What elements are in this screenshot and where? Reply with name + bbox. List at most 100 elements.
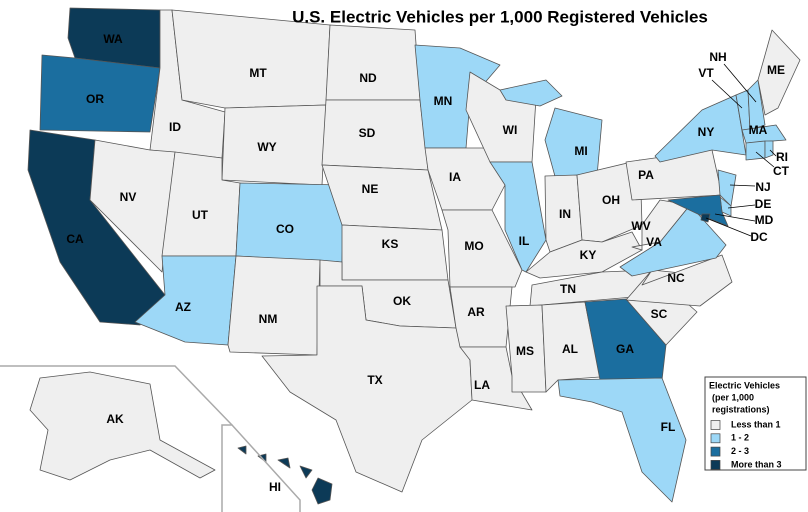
state-label: DE	[755, 197, 772, 211]
states	[27, 7, 801, 505]
state-label: DC	[750, 230, 768, 244]
state-label: AL	[562, 342, 578, 356]
legend: Electric Vehicles (per 1,000 registrations…	[709, 380, 782, 470]
state-shape	[525, 231, 643, 279]
state-shape	[584, 298, 667, 381]
state-label: OH	[602, 193, 620, 207]
state-label: CA	[66, 232, 84, 246]
state-label: NM	[259, 312, 278, 326]
state-label: HI	[269, 480, 281, 494]
state-label: NV	[120, 190, 137, 204]
state-label: CO	[276, 222, 294, 236]
legend-label: 1 - 2	[731, 433, 749, 443]
state-label: IA	[449, 170, 461, 184]
state-shape	[277, 457, 291, 469]
legend-swatch	[710, 460, 721, 470]
state-label: ME	[767, 63, 785, 77]
leader-line	[711, 79, 743, 109]
legend-title: (per 1,000	[712, 392, 754, 402]
state-label: UT	[192, 208, 209, 222]
state-label: VT	[698, 66, 714, 80]
leader-line	[705, 217, 752, 237]
state-shape	[764, 140, 774, 159]
state-label: WV	[631, 219, 650, 233]
state-shape	[757, 29, 801, 116]
state-shape	[489, 161, 547, 273]
state-shape	[311, 477, 333, 505]
legend-swatch	[710, 420, 721, 430]
state-label: KY	[580, 248, 597, 262]
state-label: WA	[103, 32, 123, 46]
state-shape	[631, 199, 691, 251]
state-label: MI	[574, 144, 587, 158]
state-label: PA	[638, 168, 654, 182]
state-shape	[541, 301, 601, 393]
state-label: MO	[464, 239, 483, 253]
state-label: SD	[359, 126, 376, 140]
state-shape	[261, 285, 473, 493]
state-label: GA	[616, 342, 634, 356]
state-label: NH	[709, 50, 726, 64]
leader-line	[769, 149, 777, 157]
leader-line	[755, 151, 775, 168]
state-label: MD	[755, 213, 774, 227]
state-label: LA	[474, 378, 490, 392]
state-shape	[29, 371, 216, 481]
state-shape	[505, 304, 547, 393]
legend-title: Electric Vehicles	[709, 380, 780, 390]
state-shape	[299, 465, 313, 479]
state-label: KS	[382, 237, 399, 251]
leader-line	[714, 213, 756, 222]
state-label: IL	[519, 234, 530, 248]
state-labels: WA OR CA ID NV MT WY UT CO AZ NM ND SD NE KS OK TX MN IA MO…	[66, 32, 789, 494]
state-label: NE	[362, 182, 379, 196]
legend-label: More than 3	[731, 459, 782, 469]
state-label: MT	[249, 66, 267, 80]
leader-line	[727, 204, 756, 209]
state-label: AZ	[175, 300, 191, 314]
state-shape	[499, 79, 563, 107]
state-shape	[459, 346, 533, 411]
state-label: ND	[359, 71, 377, 85]
legend-label: 2 - 3	[731, 446, 749, 456]
leader-line	[723, 63, 757, 103]
state-label: VA	[646, 235, 662, 249]
state-label: AR	[467, 305, 485, 319]
state-shape	[414, 44, 501, 149]
state-label: MS	[516, 344, 534, 358]
state-label: AK	[106, 412, 124, 426]
state-shape	[325, 24, 421, 101]
state-label: WY	[257, 140, 276, 154]
legend-swatch	[710, 433, 721, 444]
state-label: FL	[661, 420, 676, 434]
legend-box	[704, 376, 807, 471]
state-label: NJ	[755, 180, 770, 194]
state-label: CT	[773, 164, 790, 178]
state-label: WI	[503, 123, 518, 137]
state-label: ID	[169, 120, 181, 134]
state-label: TX	[367, 373, 382, 387]
state-label: NC	[667, 271, 685, 285]
legend-swatch	[710, 446, 721, 457]
state-label: MA	[749, 123, 768, 137]
state-label: OR	[86, 92, 104, 106]
inset-border	[221, 424, 301, 512]
state-shape	[237, 445, 247, 455]
state-shape	[557, 377, 687, 503]
leader-line	[729, 184, 756, 187]
state-shape	[667, 194, 729, 227]
state-label: OK	[393, 294, 411, 308]
state-shape	[747, 79, 766, 131]
state-label: RI	[776, 150, 788, 164]
state-shape	[227, 255, 321, 356]
state-shape	[39, 54, 161, 133]
state-label: MN	[434, 94, 453, 108]
state-shape	[700, 213, 711, 223]
state-label: NY	[698, 125, 715, 139]
map-title: U.S. Electric Vehicles per 1,000 Registe…	[292, 7, 708, 26]
state-shape	[321, 164, 443, 231]
state-shape	[341, 224, 449, 281]
inset-border	[0, 365, 233, 426]
state-shape	[441, 209, 523, 288]
